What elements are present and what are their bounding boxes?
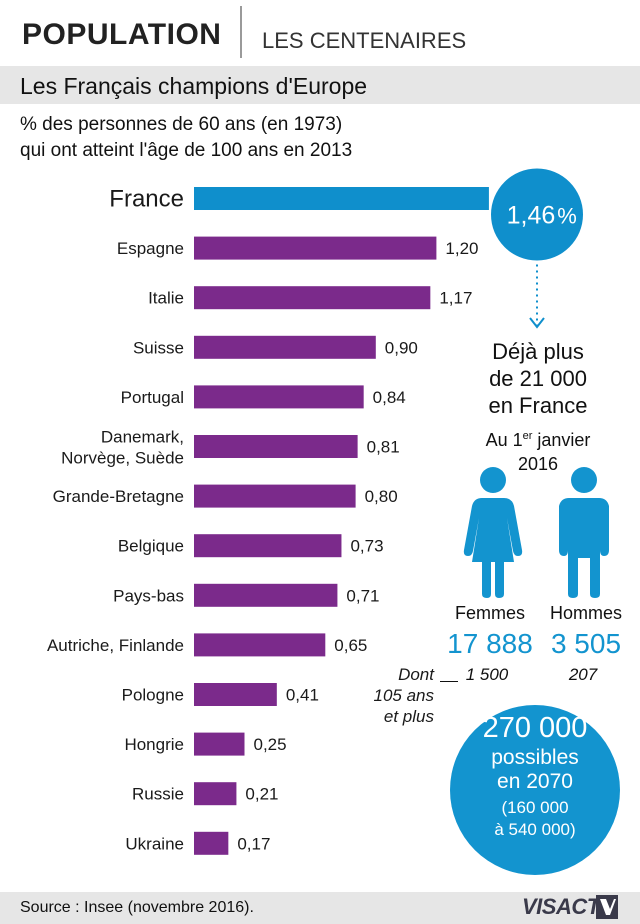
- value-label: 0,21: [245, 785, 278, 804]
- category-label: Italie: [148, 289, 184, 308]
- value-label: 0,65: [334, 636, 367, 655]
- dont-line-1: Dont: [398, 665, 434, 684]
- category-label: Pays-bas: [113, 586, 184, 605]
- value-label: 0,81: [367, 438, 400, 457]
- description-line-2: qui ont atteint l'âge de 100 ans en 2013: [20, 140, 353, 161]
- projection-range-1: (160 000: [501, 798, 569, 817]
- projection-value: 270 000: [482, 712, 588, 744]
- bar: [194, 782, 237, 806]
- man-icon: [559, 467, 609, 598]
- value-label: 1,17: [439, 289, 472, 308]
- highlight-unit-label: %: [557, 204, 577, 229]
- category-label: Pologne: [122, 686, 184, 705]
- headline-line-2: de 21 000: [489, 366, 587, 391]
- bar: [194, 236, 437, 260]
- topic-label: LES CENTENAIRES: [262, 28, 467, 53]
- bar: [194, 534, 342, 558]
- men-105-count: 207: [568, 665, 598, 684]
- value-label: 0,41: [286, 686, 319, 705]
- category-label: Hongrie: [124, 735, 184, 754]
- woman-icon: [463, 467, 523, 598]
- bar: [194, 683, 277, 706]
- category-label: Suisse: [133, 338, 184, 357]
- projection-line-3: en 2070: [497, 770, 573, 793]
- women-105-count: 1 500: [465, 665, 509, 684]
- value-label: 1,20: [445, 239, 478, 258]
- footer-band: [0, 892, 640, 924]
- category-label: Ukraine: [125, 834, 184, 853]
- bar: [194, 484, 356, 508]
- subtitle-band: [0, 66, 640, 104]
- projection-circle: [450, 705, 620, 875]
- value-label: 0,25: [254, 735, 287, 754]
- women-count: 17 888: [447, 628, 533, 659]
- headline-line-3: en France: [488, 393, 588, 418]
- source-note: Source : Insee (novembre 2016).: [20, 899, 254, 916]
- highlight-circle: [491, 168, 583, 261]
- value-label: 0,73: [350, 537, 383, 556]
- value-label: 0,90: [385, 338, 418, 357]
- value-label: 0,84: [373, 388, 406, 407]
- bar: [194, 187, 489, 210]
- category-label: Belgique: [118, 537, 184, 556]
- arrow-head-icon: [529, 317, 545, 329]
- women-label: Femmes: [454, 603, 525, 623]
- category-label: Portugal: [121, 388, 184, 407]
- date-year: 2016: [517, 454, 559, 474]
- value-label: 0,71: [346, 586, 379, 605]
- date-line: Au 1er janvier: [485, 430, 591, 450]
- bar: [194, 732, 245, 756]
- category-label: Danemark, Norvège, Suède: [61, 428, 184, 468]
- bar: [194, 435, 358, 458]
- bar: [194, 335, 376, 359]
- value-label: 0,80: [365, 487, 398, 506]
- category-label: Autriche, Finlande: [47, 636, 184, 655]
- bar: [194, 583, 338, 607]
- men-count: 3 505: [550, 628, 622, 659]
- bar-chart: France Espagne 1,20 Italie 1,17 Suisse 0,90 Por…: [47, 168, 583, 855]
- dont-line-2: 105 ans: [373, 686, 435, 705]
- header-divider: [240, 6, 242, 58]
- dont-line-3: et plus: [383, 707, 434, 726]
- dont-connector: [440, 681, 458, 682]
- category-label: Grande-Bretagne: [53, 487, 184, 506]
- bar: [194, 633, 326, 657]
- projection-range-2: à 540 000): [494, 820, 576, 839]
- headline-line-1: Déjà plus: [492, 339, 584, 364]
- value-label: 0,17: [237, 834, 270, 853]
- category-label: Espagne: [117, 239, 184, 258]
- category-label: France: [109, 186, 184, 213]
- logo-mark-icon: [596, 895, 618, 919]
- chart-subtitle: Les Français champions d'Europe: [20, 73, 368, 99]
- description-line-1: % des personnes de 60 ans (en 1973): [20, 114, 343, 135]
- bar: [194, 286, 431, 310]
- category-label: Russie: [132, 785, 184, 804]
- projection-line-2: possibles: [491, 746, 579, 769]
- highlight-value-label: 1,46: [507, 202, 556, 230]
- section-title: POPULATION: [22, 18, 222, 51]
- men-label: Hommes: [549, 603, 622, 623]
- bar: [194, 831, 229, 855]
- bar: [194, 385, 364, 409]
